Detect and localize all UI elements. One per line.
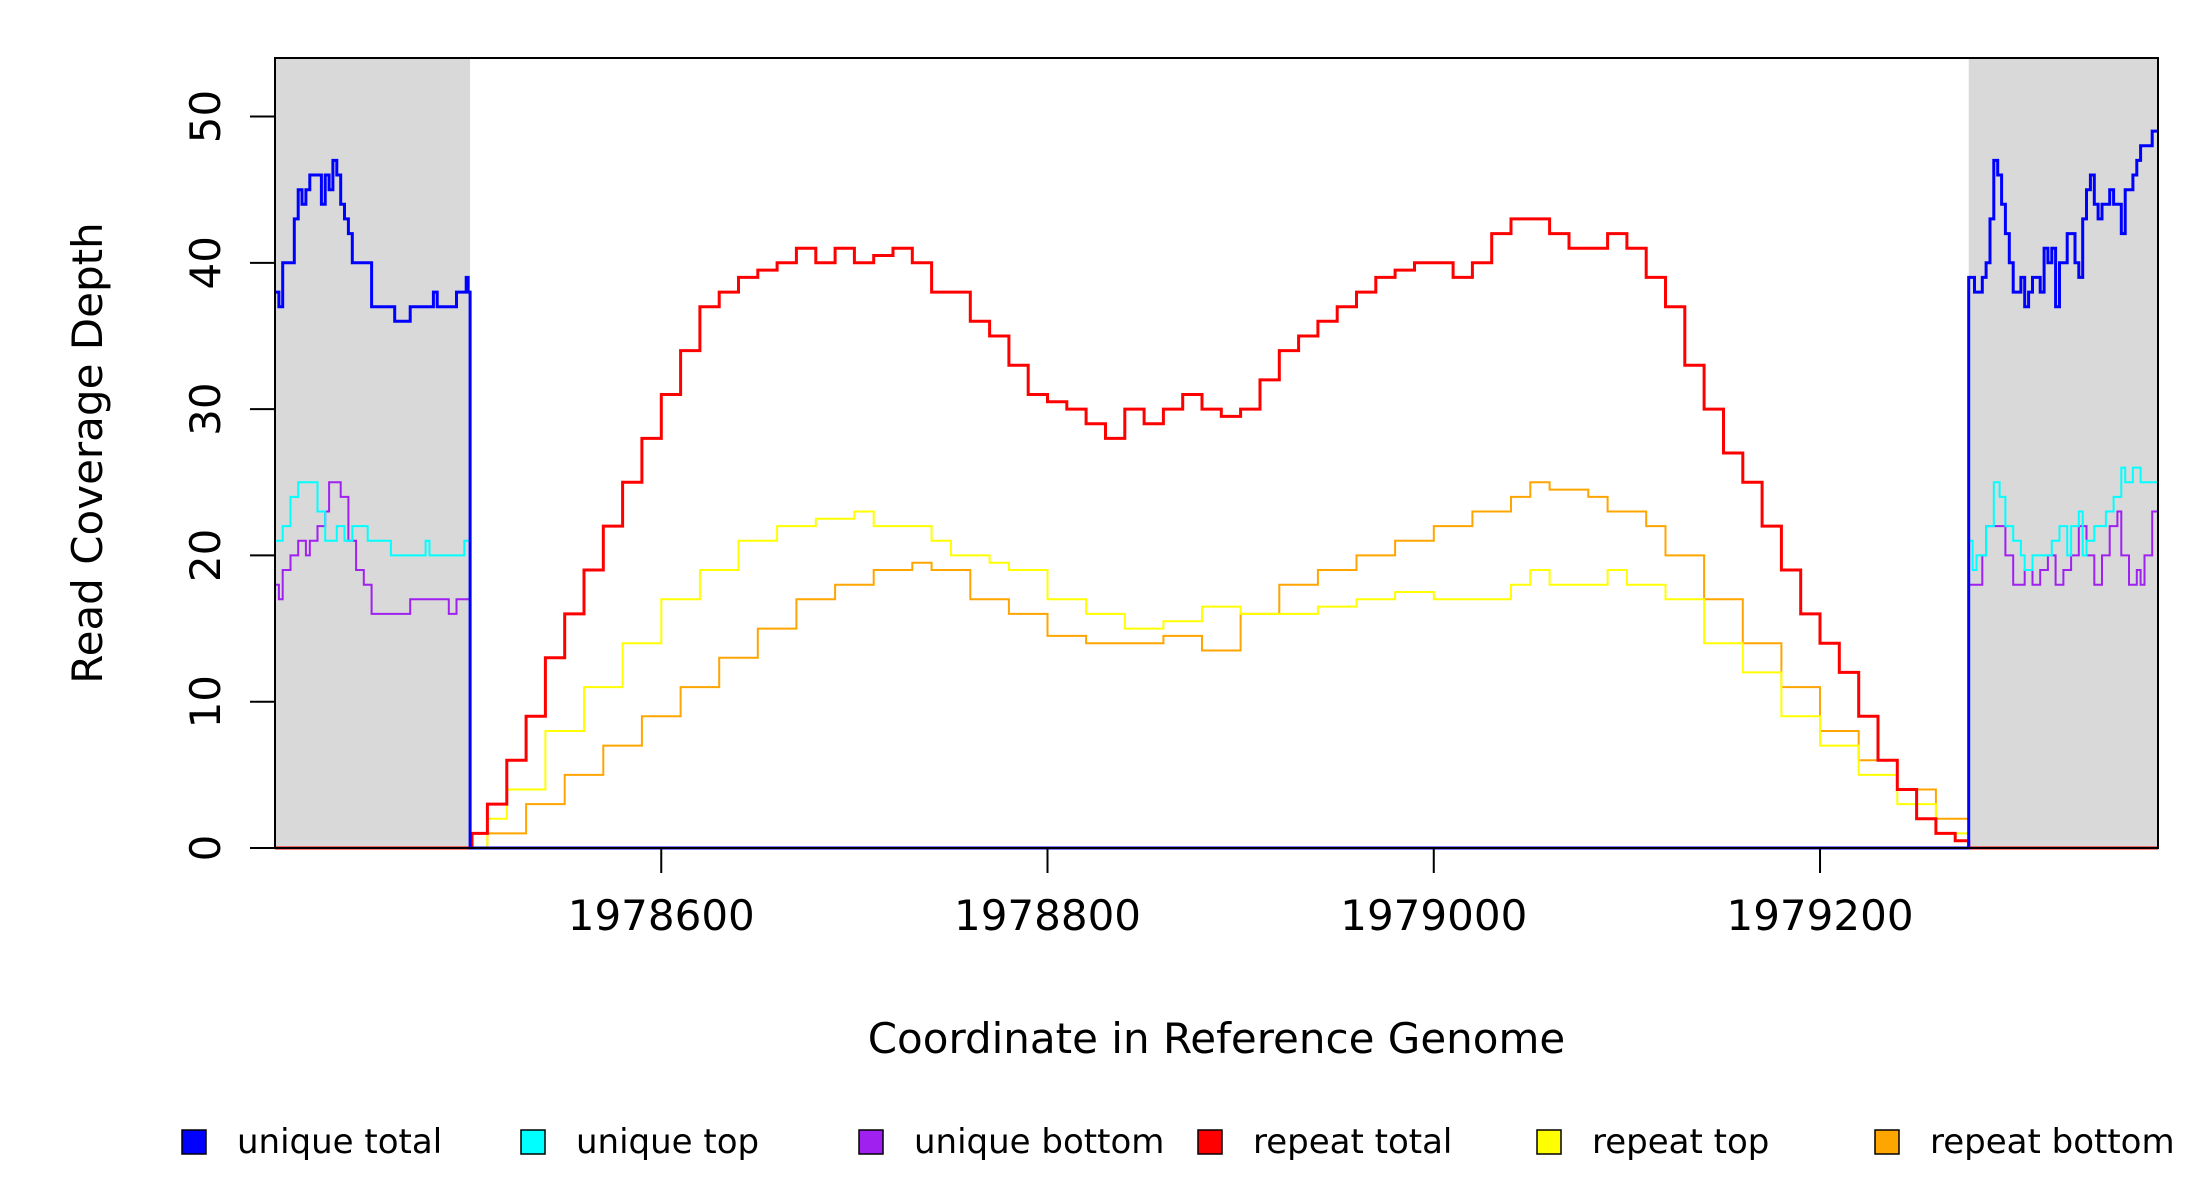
legend-label-repeat-top: repeat top bbox=[1592, 1122, 1769, 1162]
series-line-repeat-bottom bbox=[275, 481, 2158, 849]
legend-swatch-repeat-total bbox=[1197, 1129, 1223, 1155]
x-tick-label: 1979200 bbox=[1726, 891, 1913, 940]
y-tick-label: 40 bbox=[181, 236, 230, 289]
series-line-unique-top bbox=[275, 466, 2158, 849]
series-line-repeat-top bbox=[275, 510, 2158, 849]
axes: 0 10 20 30 40 50 1978600 1978800 1979000 1979200 bbox=[181, 90, 1914, 940]
x-tick-label: 1979000 bbox=[1340, 891, 1527, 940]
legend-swatch-unique-bottom bbox=[858, 1129, 884, 1155]
series-line-repeat-total bbox=[275, 217, 2158, 850]
plot-frame bbox=[274, 57, 2159, 849]
legend-swatch-repeat-bottom bbox=[1874, 1129, 1900, 1155]
legend-swatch-repeat-top bbox=[1536, 1129, 1562, 1155]
y-axis-title: Read Coverage Depth bbox=[63, 222, 112, 683]
legend-label-repeat-bottom: repeat bottom bbox=[1930, 1122, 2175, 1162]
legend: unique total unique top unique bottom repea… bbox=[181, 1122, 2175, 1162]
series-line-unique-total bbox=[275, 129, 2158, 850]
x-tick-label: 1978600 bbox=[568, 891, 755, 940]
y-tick-label: 20 bbox=[181, 529, 230, 582]
y-tick-label: 50 bbox=[181, 90, 230, 143]
y-tick-label: 10 bbox=[181, 675, 230, 728]
x-tick-label: 1978800 bbox=[954, 891, 1141, 940]
y-tick-label: 0 bbox=[181, 835, 230, 862]
legend-swatch-unique-top bbox=[520, 1129, 546, 1155]
x-axis-title: Coordinate in Reference Genome bbox=[868, 1014, 1566, 1063]
series-lines bbox=[275, 129, 2158, 850]
legend-label-unique-total: unique total bbox=[237, 1122, 442, 1162]
y-tick-label: 30 bbox=[181, 382, 230, 435]
shaded-regions bbox=[275, 58, 2158, 848]
legend-label-unique-top: unique top bbox=[576, 1122, 759, 1162]
legend-label-unique-bottom: unique bottom bbox=[914, 1122, 1164, 1162]
series-line-unique-bottom bbox=[275, 481, 2158, 849]
legend-swatch-unique-total bbox=[181, 1129, 207, 1155]
shaded-region-0 bbox=[275, 58, 471, 848]
legend-label-repeat-total: repeat total bbox=[1253, 1122, 1452, 1162]
